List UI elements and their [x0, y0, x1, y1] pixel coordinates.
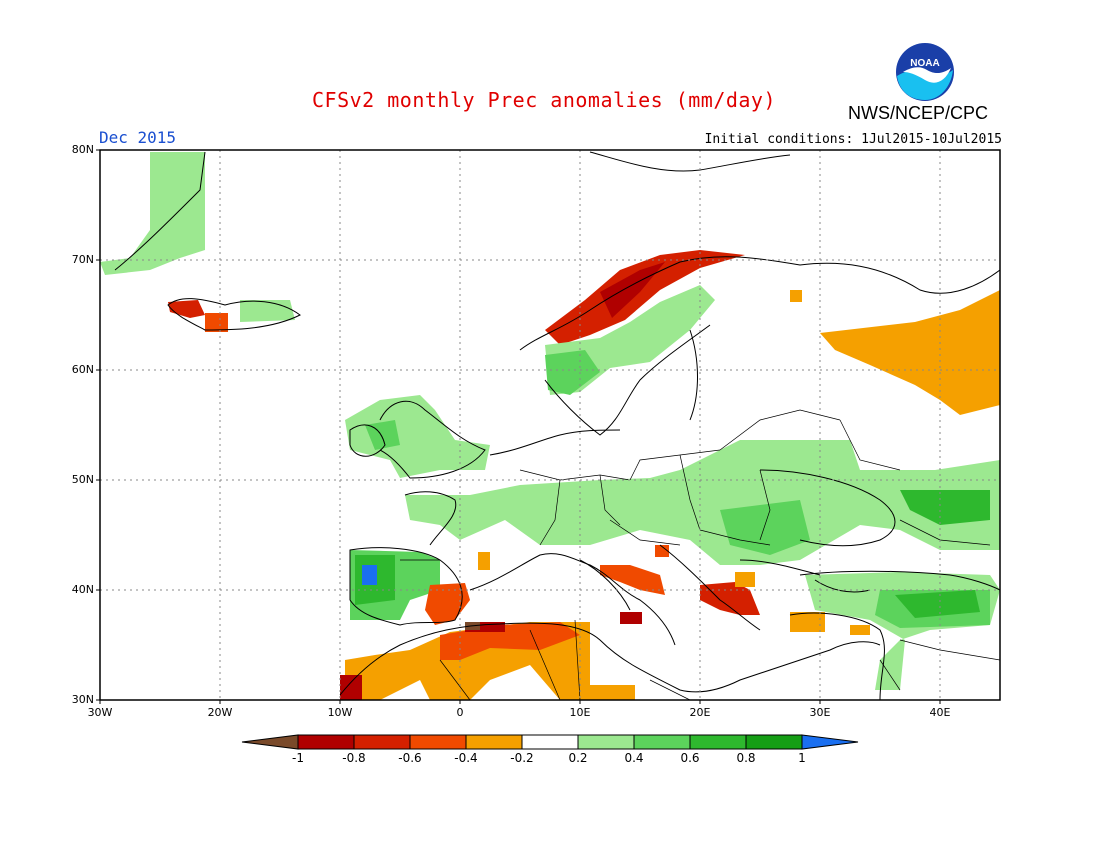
anomaly-sicily-dry [620, 612, 642, 624]
anomaly-turkey-wet-3 [895, 590, 980, 618]
lat-label: 80N [71, 143, 94, 156]
anomaly-eastern-europe-wet [720, 500, 810, 555]
lon-label: 0 [456, 706, 464, 719]
lon-label: 10E [569, 706, 591, 719]
anomaly-spain-dry-spot [478, 552, 490, 570]
lon-label: 20E [689, 706, 711, 719]
anomaly-greenland-wet [100, 152, 205, 275]
colorbar-label: 0.2 [568, 751, 588, 765]
gridlines [100, 150, 1000, 700]
noaa-logo-text: NOAA [910, 58, 939, 69]
colorbar-cell-6 [577, 734, 635, 750]
colorbar-cell-5 [521, 734, 579, 750]
anomaly-north-africa-dry-3 [465, 622, 505, 632]
country-borders [400, 409, 1001, 701]
colorbar-label: -0.8 [342, 751, 366, 765]
colorbar-cell-1 [297, 734, 355, 750]
colorbar [241, 734, 859, 750]
lat-label: 40N [71, 583, 94, 596]
colorbar-label: -0.2 [510, 751, 534, 765]
lon-label: 10W [327, 706, 353, 719]
colorbar-cell-4 [465, 734, 523, 750]
colorbar-cell-3 [409, 734, 467, 750]
anomaly-greece-dry [700, 582, 760, 615]
anomaly-italy-dry-2 [655, 545, 669, 557]
colorbar-cell-lt-minus1 [241, 734, 299, 750]
lon-label: 20W [207, 706, 233, 719]
colorbar-label: 0.6 [680, 751, 700, 765]
lat-label: 50N [71, 473, 94, 486]
colorbar-cell-gt-1 [801, 734, 859, 750]
anomaly-fields [100, 152, 1000, 700]
anomaly-black-sea-wet [900, 490, 990, 525]
anomaly-iceland-wet [240, 300, 295, 322]
anomaly-norway-dry [545, 250, 745, 345]
colorbar-label: 1 [798, 751, 806, 765]
axis-ticks [96, 149, 941, 704]
map-frame [99, 149, 1001, 701]
map-title: CFSv2 monthly Prec anomalies (mm/day) [312, 88, 777, 112]
anomaly-norway-wet [545, 350, 600, 395]
anomaly-turkey-dry-2 [850, 625, 870, 635]
lat-label: 70N [71, 253, 94, 266]
anomaly-libya-dry [590, 685, 635, 700]
colorbar-cell-9 [745, 734, 803, 750]
colorbar-label: -0.6 [398, 751, 422, 765]
lon-label: 40E [929, 706, 951, 719]
colorbar-label: 0.4 [624, 751, 644, 765]
anomaly-turkey-dry [790, 612, 825, 632]
colorbar-label: -1 [292, 751, 304, 765]
anomaly-spain-dry [425, 583, 470, 625]
lon-label: 30E [809, 706, 831, 719]
noaa-logo: NOAA [896, 43, 954, 101]
anomaly-uk-wet [345, 395, 490, 478]
anomaly-greece-dry-2 [735, 572, 755, 587]
anomaly-iceland-dry-2 [205, 313, 228, 332]
anomaly-central-europe-wet [405, 440, 1000, 565]
anomaly-iceland-dry [168, 300, 205, 318]
month-label: Dec 2015 [99, 128, 177, 147]
anomaly-iberia-max [362, 565, 377, 585]
initial-conditions-label: Initial conditions: 1Jul2015-10Jul2015 [704, 132, 1002, 147]
colorbar-label: 0.8 [736, 751, 756, 765]
organization-label: NWS/NCEP/CPC [848, 103, 989, 123]
colorbar-label: -0.4 [454, 751, 478, 765]
lat-label: 30N [71, 693, 94, 706]
anomaly-morocco-dry [340, 675, 362, 700]
colorbar-cell-7 [633, 734, 691, 750]
anomaly-italy-dry [600, 565, 665, 595]
coastlines [114, 151, 1001, 701]
colorbar-cell-8 [689, 734, 747, 750]
anomaly-russia-dry-spot [790, 290, 802, 302]
lat-label: 60N [71, 363, 94, 376]
colorbar-cell-2 [353, 734, 411, 750]
lon-label: 30W [87, 706, 113, 719]
anomaly-russia-dry [820, 290, 1000, 415]
